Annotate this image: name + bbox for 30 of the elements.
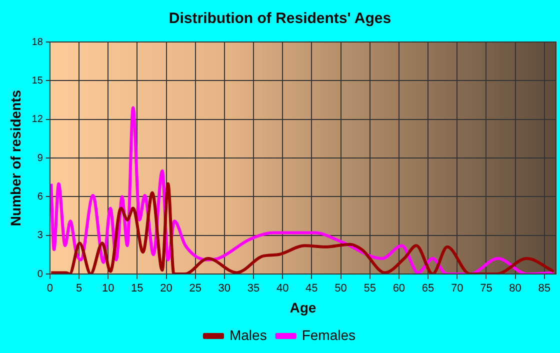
x-tick-label: 40 — [276, 282, 289, 295]
y-tick-label: 18 — [32, 36, 44, 48]
y-tick-label: 3 — [37, 230, 44, 242]
x-tick-label: 5 — [76, 282, 82, 295]
x-tick-label: 20 — [160, 282, 172, 295]
x-tick-label: 45 — [306, 282, 318, 295]
x-tick-label: 80 — [509, 282, 522, 295]
x-tick-label: 75 — [480, 282, 492, 295]
x-tick-label: 30 — [218, 282, 231, 295]
x-tick-label: 70 — [450, 282, 464, 295]
y-tick-label: 6 — [37, 191, 44, 202]
y-tick-label: 0 — [37, 268, 44, 280]
legend-label: Females — [302, 326, 356, 343]
y-tick-label: 15 — [32, 75, 44, 86]
x-tick-label: 65 — [422, 282, 434, 295]
legend-label: Males — [229, 326, 267, 343]
y-tick-label: 9 — [37, 152, 44, 164]
x-tick-label: 85 — [538, 282, 550, 295]
x-tick-label: 60 — [392, 282, 406, 295]
y-axis-title: Number of residents — [7, 90, 24, 226]
x-axis-title: Age — [290, 299, 316, 316]
x-tick-label: 10 — [102, 282, 114, 295]
x-tick-label: 55 — [364, 282, 376, 295]
x-tick-label: 0 — [46, 282, 53, 295]
x-tick-label: 35 — [247, 282, 260, 295]
x-tick-label: 15 — [131, 282, 144, 295]
y-tick-label: 12 — [32, 114, 44, 126]
x-tick-label: 25 — [189, 282, 202, 295]
chart-title: Distribution of Residents' Ages — [168, 10, 392, 28]
x-tick-label: 50 — [334, 282, 347, 295]
